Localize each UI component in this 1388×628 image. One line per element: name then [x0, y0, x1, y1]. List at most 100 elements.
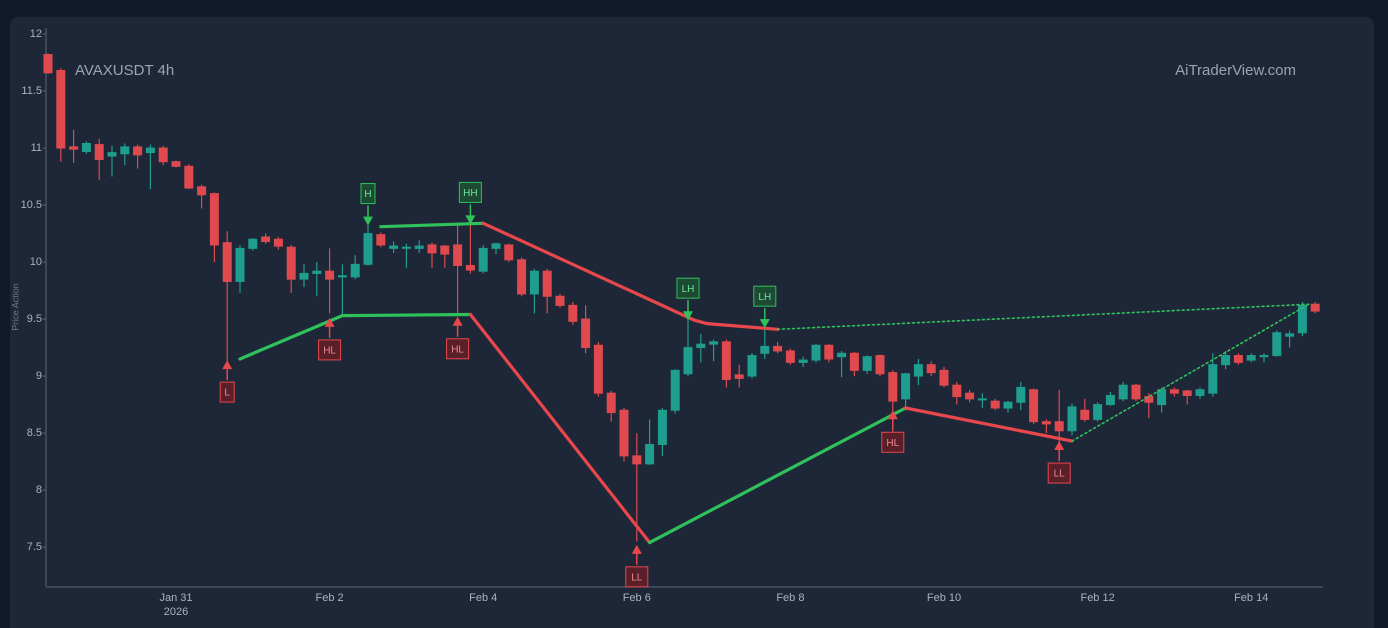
- projection-line: [776, 303, 1310, 331]
- candle-body: [107, 152, 117, 157]
- candle-body: [414, 245, 424, 249]
- candle-body: [1169, 389, 1179, 394]
- candle-body: [1054, 421, 1064, 432]
- candle-body: [542, 270, 552, 297]
- pivot-arrowhead: [363, 216, 373, 226]
- candle-body: [734, 374, 744, 379]
- candle-body: [683, 347, 693, 375]
- candle-body: [1016, 386, 1026, 403]
- structure-line: [648, 406, 908, 545]
- candle-body: [1157, 389, 1167, 406]
- structure-line: [904, 406, 1074, 443]
- candle-body: [1144, 396, 1154, 403]
- candle-body: [158, 147, 168, 163]
- pivot-arrowhead: [222, 360, 233, 370]
- candle-body: [721, 341, 731, 380]
- pivot-label: LH: [682, 284, 695, 295]
- candle-body: [235, 247, 245, 282]
- pivot-arrowhead: [683, 311, 693, 321]
- pivot-box: [458, 181, 482, 203]
- candle-body: [696, 343, 706, 349]
- candle-body: [1221, 355, 1231, 366]
- candle-body: [286, 246, 296, 280]
- candle-body: [1182, 390, 1192, 396]
- y-tick-label: 10.5: [21, 199, 42, 211]
- candle-body: [401, 246, 411, 249]
- y-tick-label: 8.5: [27, 427, 42, 439]
- candle-body: [568, 304, 578, 322]
- candle-body: [325, 270, 335, 280]
- candle-body: [862, 356, 872, 371]
- candle-body: [952, 384, 962, 398]
- candle-body: [1118, 384, 1128, 400]
- candle-body: [773, 345, 783, 352]
- candle-body: [645, 443, 655, 465]
- pivot-arrowhead: [759, 319, 770, 329]
- candle-body: [1131, 384, 1141, 400]
- candle-body: [491, 243, 501, 249]
- candle-body: [453, 244, 463, 266]
- candle-body: [657, 409, 667, 445]
- candle-body: [1195, 389, 1205, 396]
- candle-body: [376, 234, 386, 246]
- candle-body: [389, 245, 399, 249]
- pivot-box: [881, 431, 905, 453]
- candle-body: [465, 264, 475, 271]
- candle-body: [145, 147, 155, 154]
- candle-body: [798, 359, 808, 363]
- candle-body: [517, 259, 527, 295]
- pivot-label: L: [224, 388, 230, 399]
- y-tick-label: 9: [36, 370, 42, 382]
- panel: [10, 17, 1374, 628]
- candle-body: [670, 369, 680, 411]
- pivot-arrowhead: [465, 215, 476, 225]
- x-tick-label: Feb 14: [1234, 592, 1268, 604]
- candle-body: [1041, 421, 1051, 425]
- pivot-arrowhead: [887, 410, 898, 420]
- pivot-box: [753, 285, 777, 307]
- candle-body: [478, 247, 488, 272]
- candle-body: [209, 193, 219, 246]
- pivot-label: HL: [323, 346, 336, 357]
- candle-body: [427, 244, 437, 254]
- candle-body: [1259, 355, 1269, 358]
- candle-body: [875, 355, 885, 375]
- x-tick-label: Feb 6: [623, 592, 651, 604]
- candle-body: [184, 165, 194, 189]
- candle-body: [606, 392, 616, 414]
- y-tick-label: 8: [36, 484, 42, 496]
- y-tick-label: 10: [30, 256, 42, 268]
- x-tick-sublabel: 2026: [164, 606, 188, 618]
- candle-body: [939, 369, 949, 386]
- candle-body: [977, 398, 987, 401]
- pivot-arrowhead: [1054, 441, 1065, 451]
- candle-body: [785, 350, 795, 363]
- projection-line: [1071, 303, 1310, 442]
- pivot-box: [360, 183, 376, 205]
- candle-body: [261, 236, 271, 243]
- x-tick-label: Jan 31: [159, 592, 192, 604]
- candle-body: [222, 242, 232, 282]
- x-tick-label: Feb 2: [316, 592, 344, 604]
- candle-body: [1297, 304, 1307, 334]
- x-tick-label: Feb 8: [776, 592, 804, 604]
- pivot-label: LL: [1054, 469, 1066, 480]
- candle-body: [926, 364, 936, 374]
- candle-body: [81, 142, 91, 152]
- candle-body: [529, 270, 539, 295]
- candle-body: [350, 263, 360, 278]
- candle-body: [965, 392, 975, 400]
- y-tick-label: 11: [31, 142, 42, 154]
- candle-body: [632, 455, 642, 465]
- candle-body: [504, 244, 514, 261]
- x-tick-label: Feb 4: [469, 592, 497, 604]
- pivot-box: [676, 277, 700, 299]
- pivot-label: HH: [463, 188, 477, 199]
- pivot-label: LH: [758, 292, 771, 303]
- y-axis-title: Price Action: [10, 283, 20, 331]
- candle-body: [837, 352, 847, 358]
- candle-body: [581, 318, 591, 349]
- candle-body: [990, 400, 1000, 409]
- candle-body: [593, 344, 603, 394]
